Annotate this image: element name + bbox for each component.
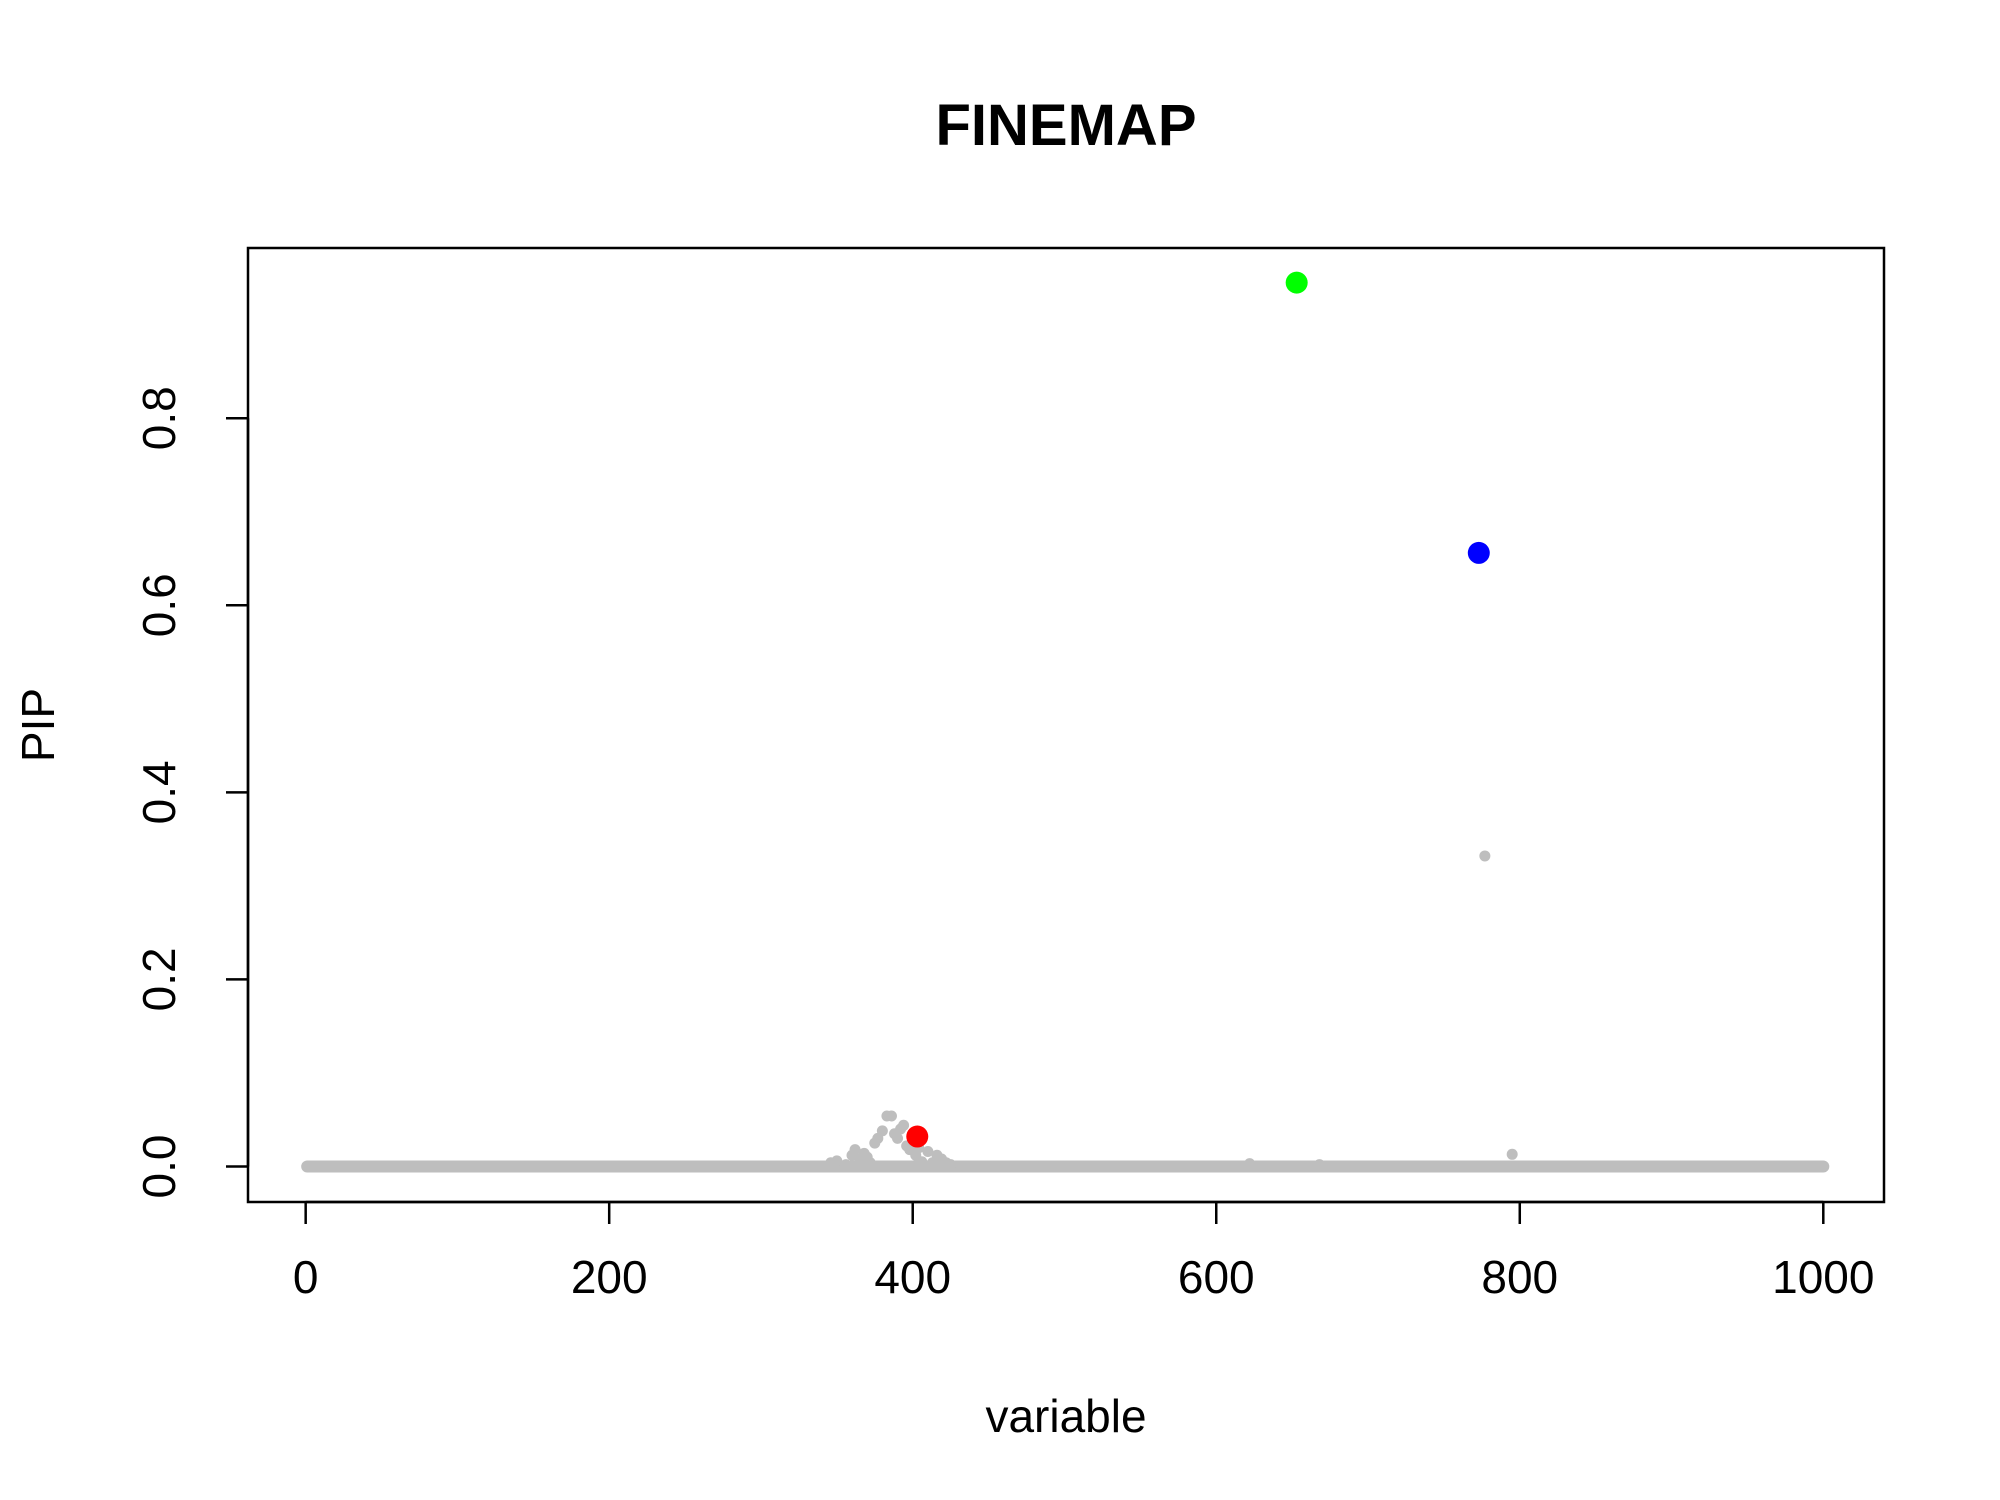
data-point: [945, 1159, 957, 1171]
plot-frame: [246, 246, 1886, 1204]
y-tick-label: 0.0: [133, 1134, 185, 1198]
data-point: [922, 1145, 934, 1157]
x-tick-label: 1000: [1772, 1251, 1874, 1303]
data-point: [1479, 850, 1491, 862]
data-point: [898, 1119, 910, 1131]
highlighted-point: [1285, 271, 1308, 294]
x-axis-label: variable: [985, 1390, 1146, 1442]
x-tick-label: 0: [293, 1251, 319, 1303]
x-axis: 0 200 400 600 800 1000: [293, 1200, 1874, 1303]
data-point: [916, 1156, 928, 1168]
y-tick-label: 0.8: [133, 386, 185, 450]
x-tick-label: 800: [1481, 1251, 1558, 1303]
data-point: [831, 1155, 843, 1167]
chart-title: FINEMAP: [936, 93, 1197, 158]
data-point: [1506, 1148, 1518, 1160]
data-point: [892, 1132, 904, 1144]
y-tick-label: 0.2: [133, 947, 185, 1011]
data-point: [876, 1125, 888, 1137]
y-axis-label: PIP: [12, 688, 64, 762]
y-tick-label: 0.4: [133, 760, 185, 824]
data-point: [1244, 1158, 1256, 1170]
highlighted-point: [906, 1125, 929, 1148]
data-point: [864, 1157, 876, 1169]
highlighted-point: [1467, 541, 1490, 564]
y-tick-label: 0.6: [133, 573, 185, 637]
data-point: [885, 1110, 897, 1122]
data-point: [849, 1144, 861, 1156]
x-tick-label: 600: [1178, 1251, 1255, 1303]
data-point: [1313, 1159, 1325, 1171]
x-tick-label: 400: [874, 1251, 951, 1303]
data-points: [301, 271, 1830, 1173]
x-tick-label: 200: [571, 1251, 648, 1303]
data-point: [840, 1159, 852, 1171]
